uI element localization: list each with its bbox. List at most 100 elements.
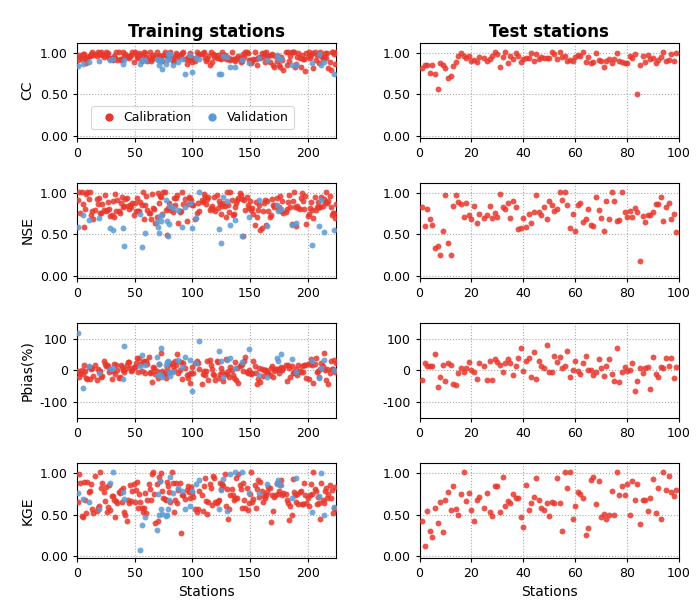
Point <box>267 373 279 383</box>
Point <box>143 479 154 489</box>
Point <box>445 360 456 370</box>
Y-axis label: Pbias(%): Pbias(%) <box>20 340 34 401</box>
Point <box>90 471 101 481</box>
Point <box>198 367 209 376</box>
X-axis label: Stations: Stations <box>178 585 235 600</box>
Point <box>243 204 254 213</box>
Point <box>187 223 198 233</box>
Point <box>214 346 225 356</box>
Point <box>502 199 513 208</box>
Point <box>552 473 563 482</box>
Point <box>293 48 304 58</box>
Point <box>596 56 607 66</box>
Point <box>640 363 651 373</box>
Point <box>515 56 526 66</box>
Point <box>183 369 195 379</box>
Point <box>203 497 214 507</box>
Point <box>178 47 189 57</box>
Point <box>578 358 589 368</box>
Point <box>427 220 438 230</box>
Point <box>270 364 281 374</box>
Point <box>132 53 143 63</box>
Point <box>544 367 555 376</box>
Point <box>164 367 175 377</box>
Point <box>202 54 213 64</box>
Point <box>111 360 122 370</box>
Point <box>125 497 136 506</box>
Point <box>93 50 104 59</box>
Point <box>225 220 236 230</box>
Point <box>141 53 152 63</box>
Point <box>497 202 508 212</box>
Point <box>273 368 284 378</box>
Point <box>141 359 153 369</box>
Point <box>276 365 288 375</box>
Point <box>474 359 485 368</box>
Point <box>648 352 659 362</box>
Point <box>168 365 179 375</box>
Point <box>102 50 113 59</box>
Point <box>225 55 236 65</box>
Point <box>162 481 174 490</box>
Point <box>288 367 300 377</box>
Point <box>237 231 248 241</box>
Point <box>129 198 140 208</box>
Point <box>180 202 191 211</box>
Point <box>316 359 327 368</box>
Point <box>590 48 601 58</box>
Point <box>650 199 662 209</box>
Point <box>265 363 276 373</box>
Point <box>251 211 262 221</box>
Point <box>176 48 188 58</box>
Point <box>205 482 216 492</box>
Point <box>94 208 106 218</box>
Point <box>218 51 229 61</box>
Point <box>622 58 633 67</box>
Point <box>153 359 164 368</box>
Point <box>541 498 552 508</box>
Point <box>83 487 94 497</box>
Point <box>214 368 225 378</box>
Point <box>518 213 529 223</box>
Point <box>508 196 519 206</box>
Point <box>486 511 498 520</box>
Point <box>312 367 323 377</box>
Point <box>162 55 173 65</box>
Point <box>210 50 221 60</box>
Point <box>223 367 234 376</box>
Point <box>132 367 144 376</box>
Point <box>438 226 449 236</box>
Point <box>643 210 654 220</box>
Point <box>593 55 604 65</box>
Point <box>528 56 539 66</box>
Point <box>218 373 229 383</box>
Point <box>137 507 148 517</box>
X-axis label: Stations: Stations <box>521 585 577 600</box>
Point <box>86 47 97 57</box>
Point <box>153 51 164 61</box>
Point <box>323 489 334 499</box>
Point <box>302 211 314 221</box>
Point <box>262 205 274 215</box>
Point <box>153 472 164 482</box>
Point <box>325 493 336 503</box>
Point <box>637 368 648 378</box>
Point <box>235 56 246 66</box>
Point <box>83 362 94 371</box>
Point <box>105 364 116 374</box>
Point <box>244 489 256 499</box>
Point <box>321 483 332 493</box>
Point <box>466 505 477 515</box>
Point <box>280 207 291 217</box>
Point <box>276 196 288 206</box>
Point <box>141 495 153 505</box>
Point <box>663 471 674 481</box>
Point <box>92 199 104 208</box>
Point <box>80 189 92 199</box>
Point <box>175 206 186 216</box>
Point <box>164 49 176 59</box>
Point <box>290 218 302 228</box>
Point <box>326 210 337 219</box>
Point <box>634 519 645 528</box>
Point <box>176 486 188 496</box>
